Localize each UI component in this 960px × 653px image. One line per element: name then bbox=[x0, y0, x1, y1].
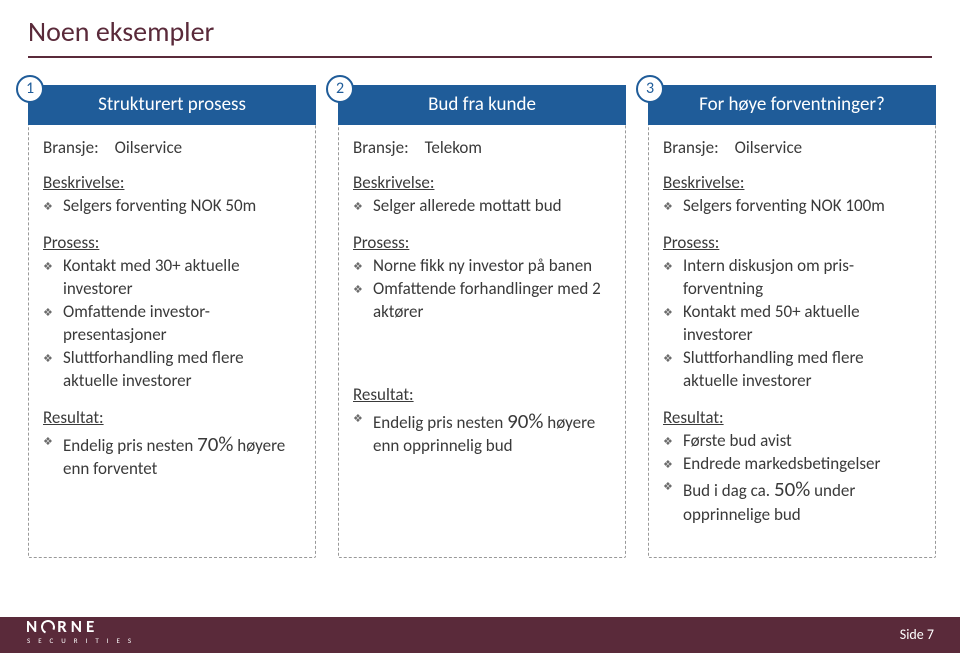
prosess-label: Prosess: bbox=[43, 232, 301, 253]
card-2-body: Bransje: Telekom Beskrivelse: Selger all… bbox=[339, 125, 625, 488]
logo-sub: SECURITIES bbox=[27, 636, 139, 645]
logo-o-icon bbox=[39, 618, 57, 636]
list-item: Sluttforhandling med flere aktuelle inve… bbox=[43, 347, 301, 393]
prosess-label: Prosess: bbox=[663, 232, 921, 253]
footer-bar bbox=[0, 617, 960, 653]
list-item: Kontakt med 30+ aktuelle investorer bbox=[43, 255, 301, 301]
card-1-body: Bransje: Oilservice Beskrivelse: Selgers… bbox=[29, 125, 315, 511]
card-2-beskrivelse: Selger allerede mottatt bud bbox=[353, 195, 611, 218]
cards-row: 1 Strukturert prosess Bransje: Oilservic… bbox=[28, 85, 936, 558]
beskrivelse-label: Beskrivelse: bbox=[43, 172, 301, 193]
res-pre: Første bud avist bbox=[683, 430, 792, 451]
page-number: Side 7 bbox=[900, 626, 934, 643]
res-pre: Endelig pris nesten bbox=[373, 412, 507, 433]
bransje-value: Oilservice bbox=[115, 137, 182, 158]
resultat-label: Resultat: bbox=[353, 384, 611, 405]
card-2-header-text: Bud fra kunde bbox=[428, 93, 536, 116]
list-item: Kontakt med 50+ aktuelle investorer bbox=[663, 301, 921, 347]
card-3-bransje: Bransje: Oilservice bbox=[663, 137, 921, 158]
res-pre: Bud i dag ca. bbox=[683, 480, 774, 501]
card-2-header: 2 Bud fra kunde bbox=[338, 85, 626, 125]
slide: Noen eksempler 1 Strukturert prosess Bra… bbox=[0, 0, 960, 653]
card-3-prosess-block: Prosess: Intern diskusjon om pris-forven… bbox=[663, 232, 921, 393]
card-1: 1 Strukturert prosess Bransje: Oilservic… bbox=[28, 85, 316, 558]
card-1-prosess-block: Prosess: Kontakt med 30+ aktuelle invest… bbox=[43, 232, 301, 393]
logo-letter: E bbox=[86, 618, 96, 635]
card-2-badge: 2 bbox=[326, 75, 354, 103]
list-item: Bud i dag ca. 50% under opprinnelige bud bbox=[663, 475, 921, 526]
res-big: 50% bbox=[774, 476, 810, 502]
card-1-bransje: Bransje: Oilservice bbox=[43, 137, 301, 158]
list-item: Selger allerede mottatt bud bbox=[353, 195, 611, 218]
list-item: Endelig pris nesten 90% høyere enn oppri… bbox=[353, 407, 611, 458]
bransje-label: Bransje: bbox=[43, 137, 99, 158]
card-1-beskrivelse: Selgers forventing NOK 50m bbox=[43, 195, 301, 218]
card-1-badge: 1 bbox=[16, 75, 44, 103]
card-3-prosess: Intern diskusjon om pris-forventning Kon… bbox=[663, 255, 921, 393]
card-1-resultat: Endelig pris nesten 70% høyere enn forve… bbox=[43, 430, 301, 481]
card-2: 2 Bud fra kunde Bransje: Telekom Beskriv… bbox=[338, 85, 626, 558]
list-item: Omfattende investor-presentasjoner bbox=[43, 301, 301, 347]
list-item: Omfattende forhandlinger med 2 aktører bbox=[353, 278, 611, 324]
logo: N R N E SECURITIES bbox=[26, 618, 139, 645]
footer: N R N E SECURITIES Side 7 bbox=[0, 607, 960, 653]
list-item: Norne fikk ny investor på banen bbox=[353, 255, 611, 278]
card-1-header-text: Strukturert prosess bbox=[98, 93, 246, 116]
title-underline bbox=[28, 56, 932, 58]
card-3-beskrivelse: Selgers forventing NOK 100m bbox=[663, 195, 921, 218]
list-item: Endrede markedsbetingelser bbox=[663, 453, 921, 476]
logo-letter: N bbox=[26, 618, 39, 635]
card-2-prosess: Norne fikk ny investor på banen Omfatten… bbox=[353, 255, 611, 324]
res-pre: Endrede markedsbetingelser bbox=[683, 453, 880, 474]
beskrivelse-label: Beskrivelse: bbox=[663, 172, 921, 193]
card-1-prosess: Kontakt med 30+ aktuelle investorer Omfa… bbox=[43, 255, 301, 393]
logo-main: N R N E bbox=[26, 618, 96, 635]
slide-title: Noen eksempler bbox=[28, 14, 214, 49]
list-item: Sluttforhandling med flere aktuelle inve… bbox=[663, 347, 921, 393]
card-3-resultat: Første bud avist Endrede markedsbetingel… bbox=[663, 430, 921, 527]
card-2-prosess-block: Prosess: Norne fikk ny investor på banen… bbox=[353, 232, 611, 384]
card-2-bransje: Bransje: Telekom bbox=[353, 137, 611, 158]
res-pre: Endelig pris nesten bbox=[63, 435, 197, 456]
card-3-body: Bransje: Oilservice Beskrivelse: Selgers… bbox=[649, 125, 935, 557]
card-3-header: 3 For høye forventninger? bbox=[648, 85, 936, 125]
card-3-header-text: For høye forventninger? bbox=[699, 93, 885, 116]
resultat-label: Resultat: bbox=[43, 407, 301, 428]
res-big: 70% bbox=[197, 431, 233, 457]
list-item: Endelig pris nesten 70% høyere enn forve… bbox=[43, 430, 301, 481]
card-3-badge: 3 bbox=[636, 75, 664, 103]
bransje-label: Bransje: bbox=[663, 137, 719, 158]
list-item: Første bud avist bbox=[663, 430, 921, 453]
prosess-label: Prosess: bbox=[353, 232, 611, 253]
list-item: Intern diskusjon om pris-forventning bbox=[663, 255, 921, 301]
card-1-header: 1 Strukturert prosess bbox=[28, 85, 316, 125]
bransje-value: Telekom bbox=[425, 137, 482, 158]
card-3: 3 For høye forventninger? Bransje: Oilse… bbox=[648, 85, 936, 558]
resultat-label: Resultat: bbox=[663, 407, 921, 428]
card-2-resultat: Endelig pris nesten 90% høyere enn oppri… bbox=[353, 407, 611, 458]
list-item: Selgers forventing NOK 100m bbox=[663, 195, 921, 218]
list-item: Selgers forventing NOK 50m bbox=[43, 195, 301, 218]
beskrivelse-label: Beskrivelse: bbox=[353, 172, 611, 193]
logo-letter: R bbox=[57, 618, 69, 635]
bransje-value: Oilservice bbox=[735, 137, 802, 158]
res-big: 90% bbox=[507, 408, 543, 434]
logo-letter: N bbox=[71, 618, 84, 635]
bransje-label: Bransje: bbox=[353, 137, 409, 158]
